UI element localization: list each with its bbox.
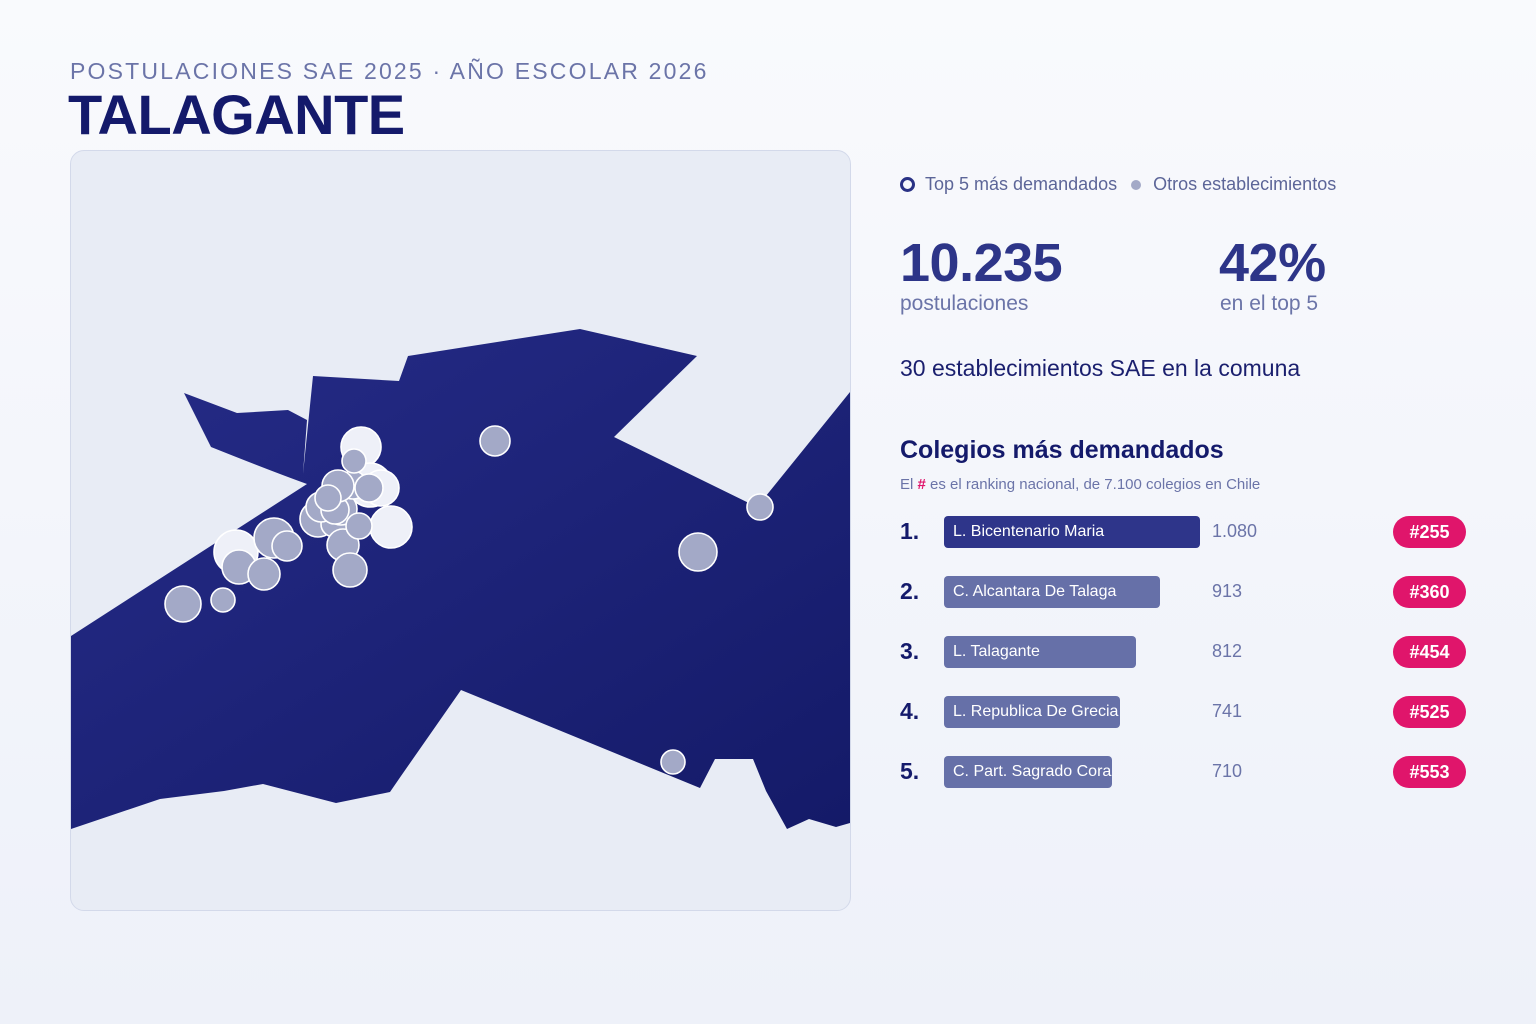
applications-label: postulaciones <box>900 292 1029 315</box>
rank-bar: L. Bicentenario Maria <box>944 516 1200 548</box>
school-marker[interactable] <box>678 532 718 572</box>
rank-number: 2. <box>900 578 920 604</box>
rank-number: 3. <box>900 638 920 664</box>
school-marker[interactable] <box>660 749 686 775</box>
ranking-note-suffix: es el ranking nacional, de 7.100 colegio… <box>930 476 1261 493</box>
top5-share-value: 42% <box>1219 233 1326 293</box>
map-legend: Top 5 más demandados Otros establecimien… <box>900 174 1336 195</box>
school-marker[interactable] <box>164 585 202 623</box>
national-rank-badge: #255 <box>1393 516 1466 548</box>
top5-ring-icon <box>900 177 915 192</box>
commune-map[interactable] <box>70 150 851 911</box>
schools-count-line: 30 establecimientos SAE en la comuna <box>900 355 1301 381</box>
ranking-row[interactable]: 2. C. Alcantara De Talaga 913 #360 <box>900 576 1470 610</box>
ranking-note-hash: # <box>917 476 926 493</box>
others-dot-icon <box>1131 179 1142 190</box>
rank-bar: L. Talagante <box>944 636 1136 668</box>
school-marker[interactable] <box>479 425 511 457</box>
applications-value: 10.235 <box>900 233 1063 293</box>
rank-value: 913 <box>1212 581 1243 601</box>
ranking-row[interactable]: 3. L. Talagante 812 #454 <box>900 636 1470 670</box>
rank-number: 5. <box>900 758 920 784</box>
ranking-row[interactable]: 5. C. Part. Sagrado Coraz 710 #553 <box>900 756 1470 790</box>
ranking-row[interactable]: 4. L. Republica De Grecia 741 #525 <box>900 696 1470 730</box>
rank-value: 812 <box>1212 641 1243 661</box>
school-marker[interactable] <box>247 557 281 591</box>
rank-number: 4. <box>900 698 920 724</box>
commune-boundary <box>71 329 850 829</box>
rank-bar: C. Alcantara De Talaga <box>944 576 1160 608</box>
ranking-title: Colegios más demandados <box>900 436 1224 464</box>
rank-value: 741 <box>1212 701 1243 721</box>
school-marker[interactable] <box>210 587 236 613</box>
rank-number: 1. <box>900 518 920 544</box>
school-marker[interactable] <box>746 493 774 521</box>
school-marker[interactable] <box>332 552 368 588</box>
national-rank-badge: #553 <box>1393 756 1466 788</box>
rank-value: 1.080 <box>1212 521 1258 541</box>
commune-map-svg <box>71 329 850 829</box>
rank-bar: C. Part. Sagrado Coraz <box>944 756 1112 788</box>
top5-school-marker[interactable] <box>369 505 413 549</box>
school-marker[interactable] <box>341 448 367 474</box>
school-marker[interactable] <box>345 512 373 540</box>
ranking-note-prefix: El <box>900 476 914 493</box>
school-marker[interactable] <box>271 530 303 562</box>
legend-others-label: Otros establecimientos <box>1153 174 1337 194</box>
school-marker[interactable] <box>354 473 384 503</box>
ranking-row[interactable]: 1. L. Bicentenario Maria 1.080 #255 <box>900 516 1470 550</box>
rank-value: 710 <box>1212 761 1243 781</box>
rank-bar: L. Republica De Grecia <box>944 696 1120 728</box>
national-rank-badge: #454 <box>1393 636 1466 668</box>
page-subtitle: POSTULACIONES SAE 2025 · AÑO ESCOLAR 202… <box>70 58 709 84</box>
school-markers <box>164 425 774 775</box>
national-rank-badge: #360 <box>1393 576 1466 608</box>
page-title: TALAGANTE <box>68 83 405 146</box>
top5-share-label: en el top 5 <box>1220 292 1319 315</box>
legend-top5-label: Top 5 más demandados <box>925 174 1118 194</box>
national-rank-badge: #525 <box>1393 696 1466 728</box>
school-marker[interactable] <box>314 484 342 512</box>
ranking-note: El # es el ranking nacional, de 7.100 co… <box>900 476 1260 493</box>
